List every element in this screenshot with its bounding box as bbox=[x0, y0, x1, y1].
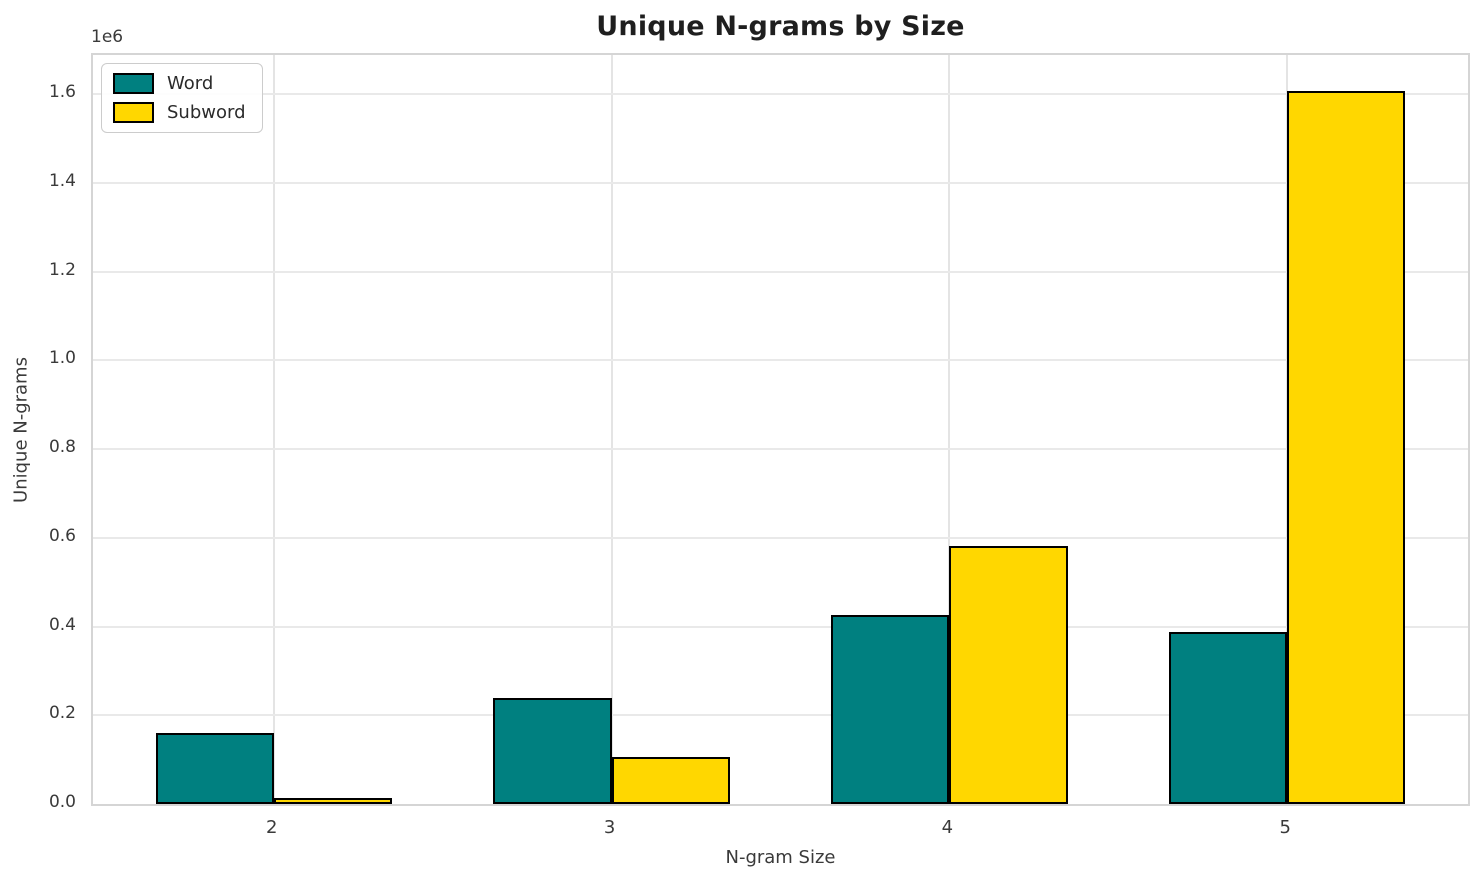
bar-subword-2 bbox=[273, 798, 392, 804]
gridline-vertical-2 bbox=[272, 55, 275, 804]
gridline-horizontal-0.8 bbox=[93, 448, 1468, 451]
y-axis-offset-label: 1e6 bbox=[91, 27, 124, 47]
gridline-horizontal-0.2 bbox=[93, 714, 1468, 717]
ytick-1.2: 1.2 bbox=[48, 259, 76, 280]
ytick-0.8: 0.8 bbox=[48, 437, 76, 458]
legend: Word Subword bbox=[101, 63, 263, 133]
xtick-5: 5 bbox=[1279, 817, 1291, 838]
gridline-vertical-3 bbox=[610, 55, 613, 804]
legend-item-word: Word bbox=[113, 73, 246, 94]
bar-word-4 bbox=[831, 614, 950, 804]
legend-swatch-word bbox=[113, 73, 154, 94]
x-axis-label: N-gram Size bbox=[725, 847, 836, 868]
chart-title: Unique N-grams by Size bbox=[596, 11, 965, 42]
gridline-horizontal-1.0 bbox=[93, 359, 1468, 362]
gridline-horizontal-0.6 bbox=[93, 536, 1468, 539]
bar-word-3 bbox=[493, 698, 612, 804]
bar-subword-3 bbox=[611, 757, 730, 804]
xtick-4: 4 bbox=[941, 817, 954, 838]
ytick-0.6: 0.6 bbox=[48, 525, 76, 546]
gridline-horizontal-0.4 bbox=[93, 625, 1468, 628]
gridline-horizontal-1.2 bbox=[93, 270, 1468, 273]
plot-area: Word Subword bbox=[91, 53, 1470, 806]
bar-subword-5 bbox=[1287, 90, 1406, 804]
gridline-vertical-4 bbox=[948, 55, 951, 804]
legend-item-subword: Subword bbox=[113, 102, 246, 123]
ytick-1.0: 1.0 bbox=[48, 348, 76, 369]
xtick-3: 3 bbox=[603, 817, 616, 838]
ytick-1.4: 1.4 bbox=[48, 170, 76, 191]
bar-word-2 bbox=[155, 733, 274, 804]
xtick-2: 2 bbox=[266, 817, 278, 838]
gridline-horizontal-1.4 bbox=[93, 181, 1468, 184]
legend-label-subword: Subword bbox=[167, 102, 246, 123]
y-axis-label: Unique N-grams bbox=[10, 357, 32, 503]
legend-label-word: Word bbox=[167, 73, 214, 94]
gridline-horizontal-1.6 bbox=[93, 93, 1468, 96]
bar-word-5 bbox=[1169, 631, 1288, 804]
ytick-0.2: 0.2 bbox=[48, 703, 76, 724]
bar-subword-4 bbox=[949, 546, 1068, 804]
ytick-0.4: 0.4 bbox=[48, 614, 76, 635]
legend-swatch-subword bbox=[113, 102, 154, 123]
ytick-0.0: 0.0 bbox=[48, 792, 76, 812]
ytick-1.6: 1.6 bbox=[48, 82, 76, 103]
